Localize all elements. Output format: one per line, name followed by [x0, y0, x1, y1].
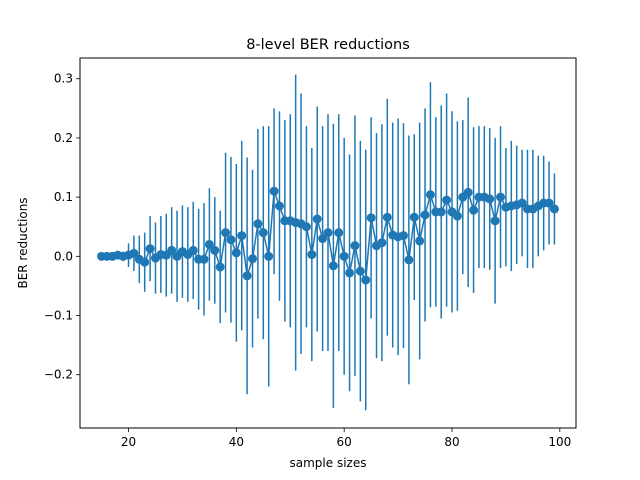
data-point [312, 214, 322, 224]
data-point [544, 198, 554, 208]
x-tick-label: 60 [337, 435, 352, 449]
plot-area [97, 74, 559, 411]
data-point [301, 222, 311, 232]
data-point [323, 228, 333, 238]
data-point [463, 187, 473, 197]
data-point [350, 241, 360, 251]
x-tick-label: 100 [548, 435, 571, 449]
data-point [237, 231, 247, 241]
data-point [248, 254, 258, 264]
y-tick-label: −0.2 [44, 368, 73, 382]
data-point [307, 250, 317, 260]
data-point [409, 212, 419, 222]
data-point [490, 216, 500, 226]
data-point [404, 255, 414, 265]
data-point [366, 213, 376, 223]
data-point [420, 210, 430, 220]
x-axis-label: sample sizes [290, 456, 367, 470]
data-point [274, 201, 284, 211]
data-point [382, 212, 392, 222]
y-tick-label: 0.3 [54, 72, 73, 86]
data-point [167, 245, 177, 255]
data-point [442, 195, 452, 205]
data-point [231, 248, 241, 258]
data-point [264, 251, 274, 261]
x-tick-label: 80 [444, 435, 459, 449]
data-point [452, 211, 462, 221]
axis-ticks: 20 40 60 80 100 −0.2 −0.1 0.0 0.1 0.2 0.3 [44, 72, 571, 449]
data-point [339, 251, 349, 261]
data-point [517, 198, 527, 208]
data-point [345, 268, 355, 278]
data-point [377, 238, 387, 248]
data-point [129, 248, 139, 258]
y-tick-label: 0.0 [54, 249, 73, 263]
data-point [328, 261, 338, 271]
x-tick-label: 40 [229, 435, 244, 449]
data-point [253, 219, 263, 229]
y-tick-label: 0.1 [54, 190, 73, 204]
data-point [485, 194, 495, 204]
data-point [215, 262, 225, 272]
data-point [469, 205, 479, 215]
data-point [549, 204, 559, 214]
data-point [398, 231, 408, 241]
data-point [436, 207, 446, 217]
data-point [145, 244, 155, 254]
data-point [318, 234, 328, 244]
data-point [496, 192, 506, 202]
data-point [221, 228, 231, 238]
y-tick-label: 0.2 [54, 131, 73, 145]
data-point [140, 257, 150, 267]
data-point [334, 228, 344, 238]
data-point [355, 266, 365, 276]
data-point [188, 245, 198, 255]
data-point [258, 228, 268, 238]
data-point [425, 190, 435, 200]
data-point [210, 245, 220, 255]
data-point [242, 271, 252, 281]
data-point [415, 236, 425, 246]
data-point [269, 186, 279, 196]
axes-frame [79, 57, 577, 429]
data-point [226, 235, 236, 245]
data-point [199, 254, 209, 264]
data-point [204, 239, 214, 249]
y-tick-label: −0.1 [44, 309, 73, 323]
y-axis-label: BER reductions [16, 197, 30, 288]
data-point [361, 275, 371, 285]
x-tick-label: 20 [121, 435, 136, 449]
chart-title: 8-level BER reductions [246, 37, 410, 53]
